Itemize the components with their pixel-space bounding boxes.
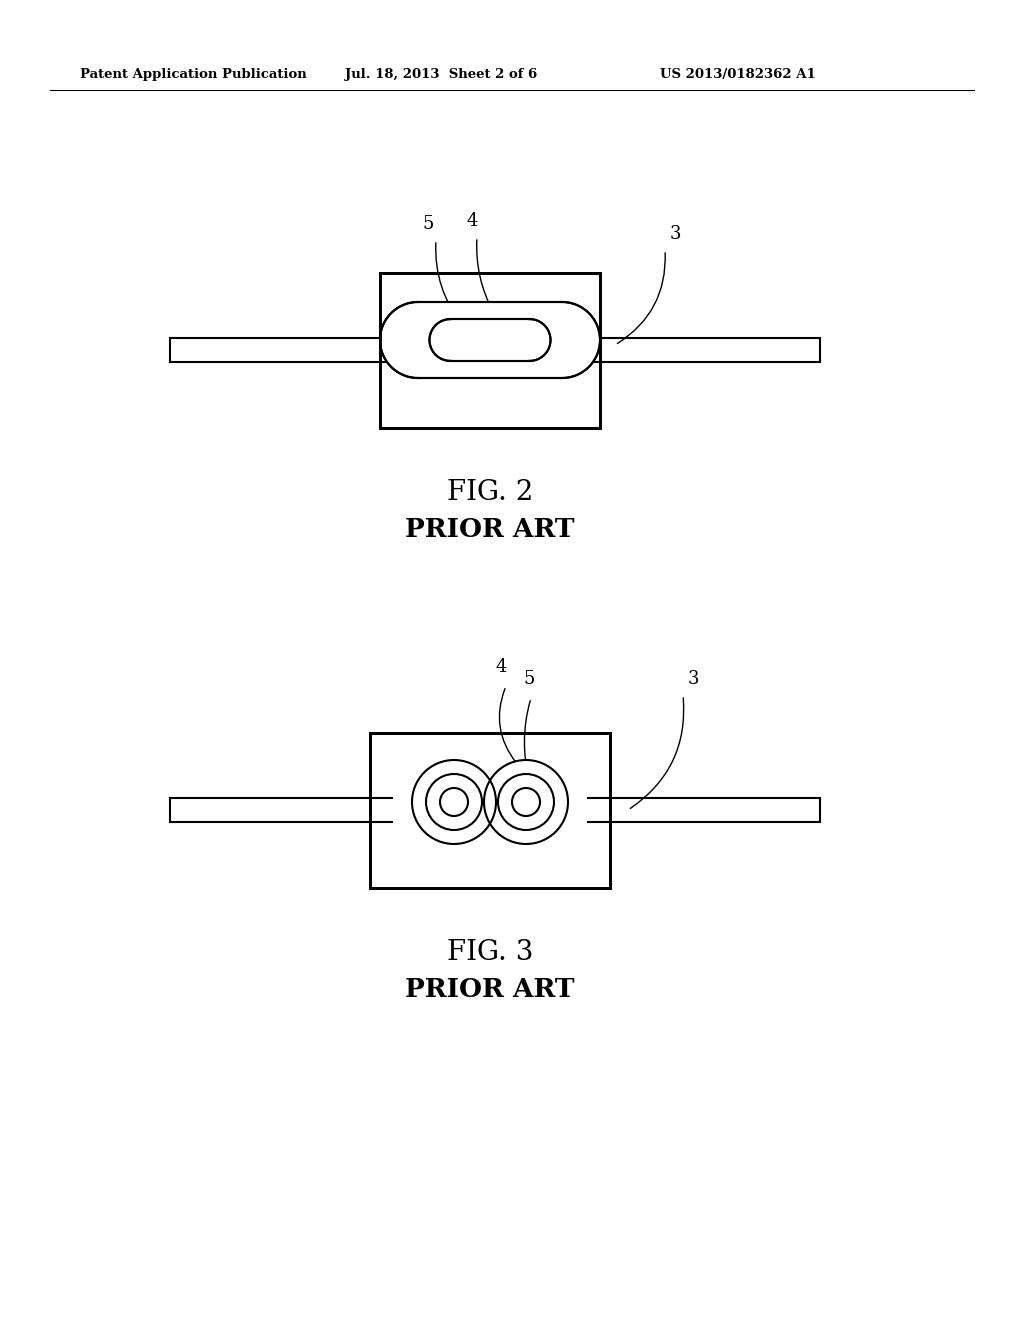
- Text: 3: 3: [670, 224, 681, 243]
- Bar: [370, 733, 610, 888]
- Text: 4: 4: [496, 657, 507, 676]
- Text: PRIOR ART: PRIOR ART: [406, 517, 574, 543]
- Text: Patent Application Publication: Patent Application Publication: [80, 69, 307, 81]
- Bar: [380, 273, 600, 428]
- Text: 4: 4: [466, 213, 477, 230]
- Text: US 2013/0182362 A1: US 2013/0182362 A1: [660, 69, 816, 81]
- Circle shape: [484, 760, 568, 843]
- Text: FIG. 2: FIG. 2: [446, 479, 534, 506]
- Text: PRIOR ART: PRIOR ART: [406, 977, 574, 1002]
- Text: Jul. 18, 2013  Sheet 2 of 6: Jul. 18, 2013 Sheet 2 of 6: [345, 69, 538, 81]
- Bar: [370, 733, 610, 888]
- Polygon shape: [380, 302, 600, 378]
- Text: FIG. 3: FIG. 3: [446, 939, 534, 966]
- Circle shape: [412, 760, 496, 843]
- Text: 5: 5: [422, 215, 434, 234]
- Text: 5: 5: [523, 671, 535, 688]
- Text: 3: 3: [687, 671, 698, 688]
- Bar: [380, 273, 600, 428]
